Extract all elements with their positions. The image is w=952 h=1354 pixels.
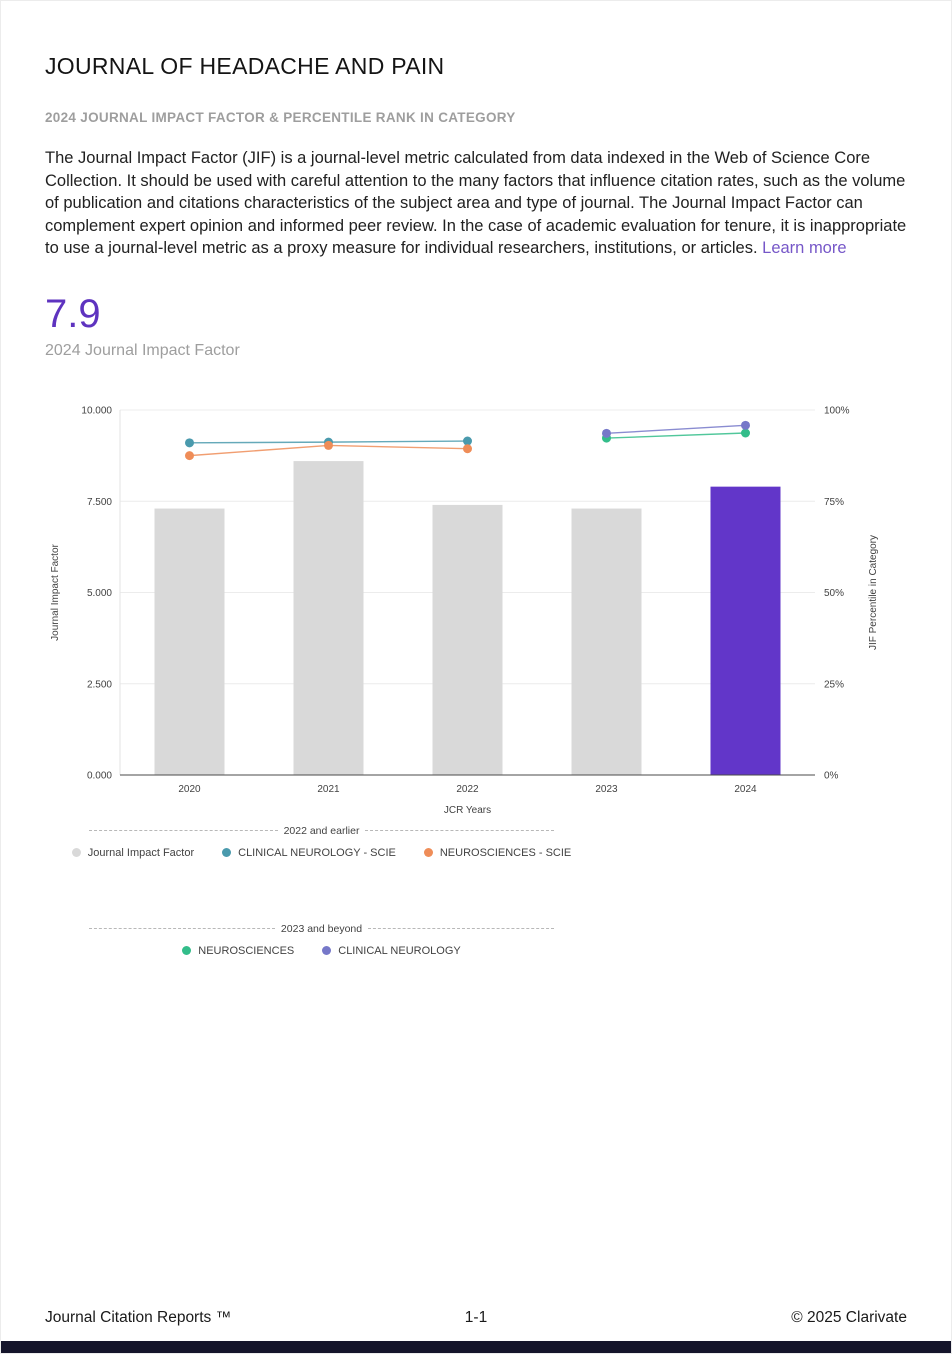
series-point	[463, 436, 472, 446]
svg-text:0.000: 0.000	[87, 770, 112, 781]
series-point	[741, 428, 750, 438]
jif-trend-chart: 0.000 2.500 5.000 7.500 10.000 0% 25% 50% 75% 100…	[45, 390, 907, 815]
jif-metric: 7.9 2024 Journal Impact Factor	[45, 294, 907, 360]
svg-text:50%: 50%	[824, 588, 844, 599]
svg-text:10.000: 10.000	[81, 405, 112, 416]
jif-value: 7.9	[45, 291, 101, 336]
jif-bar-2020	[154, 508, 225, 775]
footer-product-name: Journal Citation Reports ™	[45, 1309, 232, 1326]
legend-dot-icon	[322, 946, 332, 956]
svg-text:75%: 75%	[824, 497, 844, 508]
series-point	[324, 440, 333, 450]
legend-dot-icon	[423, 848, 433, 858]
legend-item-label: NEUROSCIENCES	[198, 944, 295, 957]
legend-dot-icon	[182, 946, 192, 956]
legend-item-label: CLINICAL NEUROLOGY	[338, 944, 461, 957]
jif-bar-2023	[571, 508, 642, 775]
bottom-brand-bar	[1, 1341, 951, 1353]
jif-description-text: The Journal Impact Factor (JIF) is a jou…	[45, 149, 907, 258]
footer-copyright: © 2025 Clarivate	[791, 1309, 907, 1326]
jif-value-label: 2024 Journal Impact Factor	[45, 341, 240, 359]
jif-description: The Journal Impact Factor (JIF) is a jou…	[45, 147, 907, 260]
series-point	[463, 444, 472, 454]
svg-text:7.500: 7.500	[87, 497, 112, 508]
svg-text:2023: 2023	[595, 784, 618, 795]
page-footer: Journal Citation Reports ™ 1-1 © 2025 Cl…	[45, 1309, 907, 1327]
legend-item-label: NEUROSCIENCES - SCIE	[439, 846, 572, 859]
chart-legend-group: 2023 and beyond NEUROSCIENCES CLINICAL NEU…	[89, 922, 555, 957]
svg-text:5.000: 5.000	[87, 588, 112, 599]
legend-item: CLINICAL NEUROLOGY	[322, 944, 461, 957]
svg-text:0%: 0%	[824, 770, 839, 781]
legend-item-label: CLINICAL NEUROLOGY - SCIE	[238, 846, 396, 859]
svg-text:2022: 2022	[456, 784, 479, 795]
chart-legend-group: 2022 and earlier Journal Impact Factor CLI…	[71, 824, 571, 859]
series-point	[185, 451, 194, 461]
svg-text:2021: 2021	[317, 784, 340, 795]
series-point	[602, 428, 611, 438]
svg-text:JIF Percentile in Category: JIF Percentile in Category	[868, 535, 879, 650]
svg-text:Journal Impact Factor: Journal Impact Factor	[50, 543, 61, 640]
svg-text:2020: 2020	[178, 784, 201, 795]
series-point	[741, 420, 750, 430]
footer-page-number: 1-1	[464, 1309, 488, 1326]
series-point	[185, 438, 194, 448]
legend-divider: 2022 and earlier	[89, 824, 555, 837]
jif-bar-2022	[432, 504, 503, 775]
legend-item: CLINICAL NEUROLOGY - SCIE	[222, 847, 396, 859]
svg-text:100%: 100%	[824, 405, 850, 416]
legend-dot-icon	[71, 848, 81, 858]
legend-divider: 2023 and beyond	[89, 922, 555, 935]
legend-item: NEUROSCIENCES - SCIE	[423, 846, 572, 859]
jif-bar-2024	[710, 486, 781, 775]
legend-group-title: 2023 and beyond	[280, 922, 363, 935]
chart-legends: 2022 and earlier Journal Impact Factor CLI…	[45, 825, 907, 957]
legend-item-label: Journal Impact Factor	[87, 846, 195, 859]
legend-dot-icon	[222, 848, 232, 858]
learn-more-link[interactable]: Learn more	[762, 239, 847, 258]
legend-item: Journal Impact Factor	[71, 846, 195, 859]
legend-group-title: 2022 and earlier	[283, 824, 360, 837]
page-title: JOURNAL OF HEADACHE AND PAIN	[45, 53, 445, 79]
svg-text:25%: 25%	[824, 679, 844, 690]
legend-item: NEUROSCIENCES	[182, 945, 294, 957]
jif-percentile-chart-canvas: 0.000 2.500 5.000 7.500 10.000 0% 25% 50% 75% 100…	[50, 405, 879, 815]
jif-bar-2021	[293, 461, 364, 775]
page-subtitle: 2024 JOURNAL IMPACT FACTOR & PERCENTILE …	[45, 110, 516, 125]
svg-text:2.500: 2.500	[87, 679, 112, 690]
svg-text:JCR Years: JCR Years	[444, 805, 491, 815]
svg-text:2024: 2024	[734, 784, 757, 795]
